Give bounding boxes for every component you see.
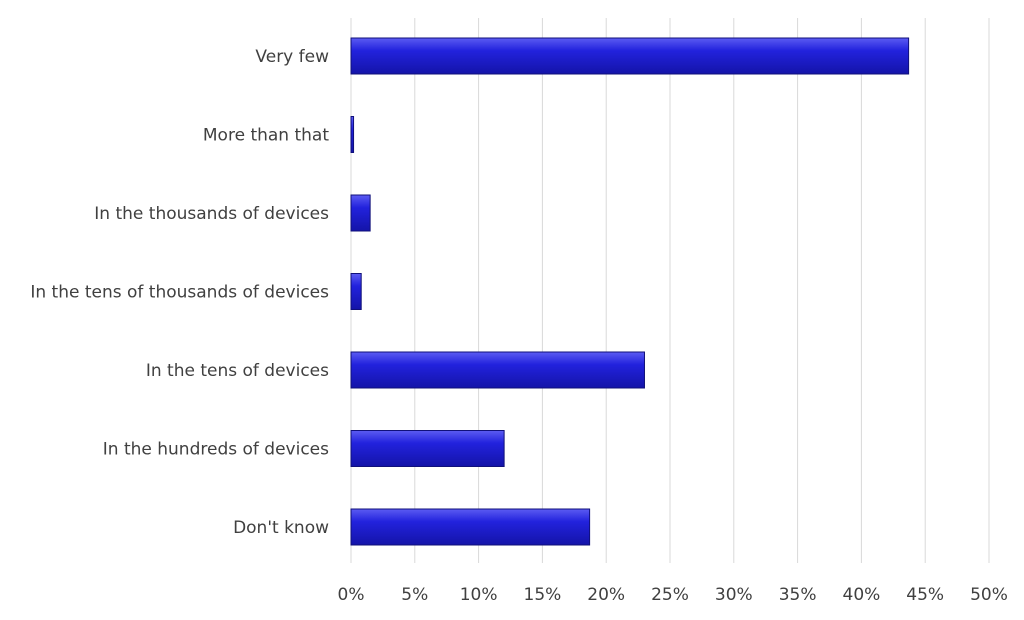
bar: [350, 351, 645, 389]
x-tick-label: 45%: [906, 585, 944, 605]
x-tick-label: 40%: [843, 585, 881, 605]
x-tick-label: 30%: [715, 585, 753, 605]
x-axis-tick-labels: 0% 5% 10% 15% 20% 25% 30% 35% 40% 45% 50%: [338, 585, 1008, 605]
x-tick-label: 0%: [338, 585, 365, 605]
category-label: In the tens of devices: [146, 361, 329, 381]
category-label: In the thousands of devices: [94, 204, 329, 224]
x-tick-label: 50%: [970, 585, 1008, 605]
bar: [350, 194, 371, 232]
bar: [350, 430, 505, 467]
category-label: More than that: [203, 126, 329, 146]
category-label: Don't know: [233, 518, 329, 538]
x-tick-label: 25%: [651, 585, 689, 605]
category-labels: Very few More than that In the thousands o…: [30, 47, 329, 538]
category-label: In the hundreds of devices: [103, 440, 329, 460]
bar: [350, 37, 910, 75]
x-tick-label: 15%: [524, 585, 562, 605]
bar: [350, 273, 362, 310]
x-tick-label: 10%: [460, 585, 498, 605]
x-tick-label: 35%: [779, 585, 817, 605]
bar: [350, 116, 355, 153]
x-tick-label: 20%: [587, 585, 625, 605]
category-label: In the tens of thousands of devices: [30, 283, 329, 303]
category-label: Very few: [255, 47, 329, 67]
bars: [350, 37, 910, 546]
gridlines: [350, 18, 990, 563]
bar: [350, 508, 591, 546]
x-tick-label: 5%: [401, 585, 428, 605]
